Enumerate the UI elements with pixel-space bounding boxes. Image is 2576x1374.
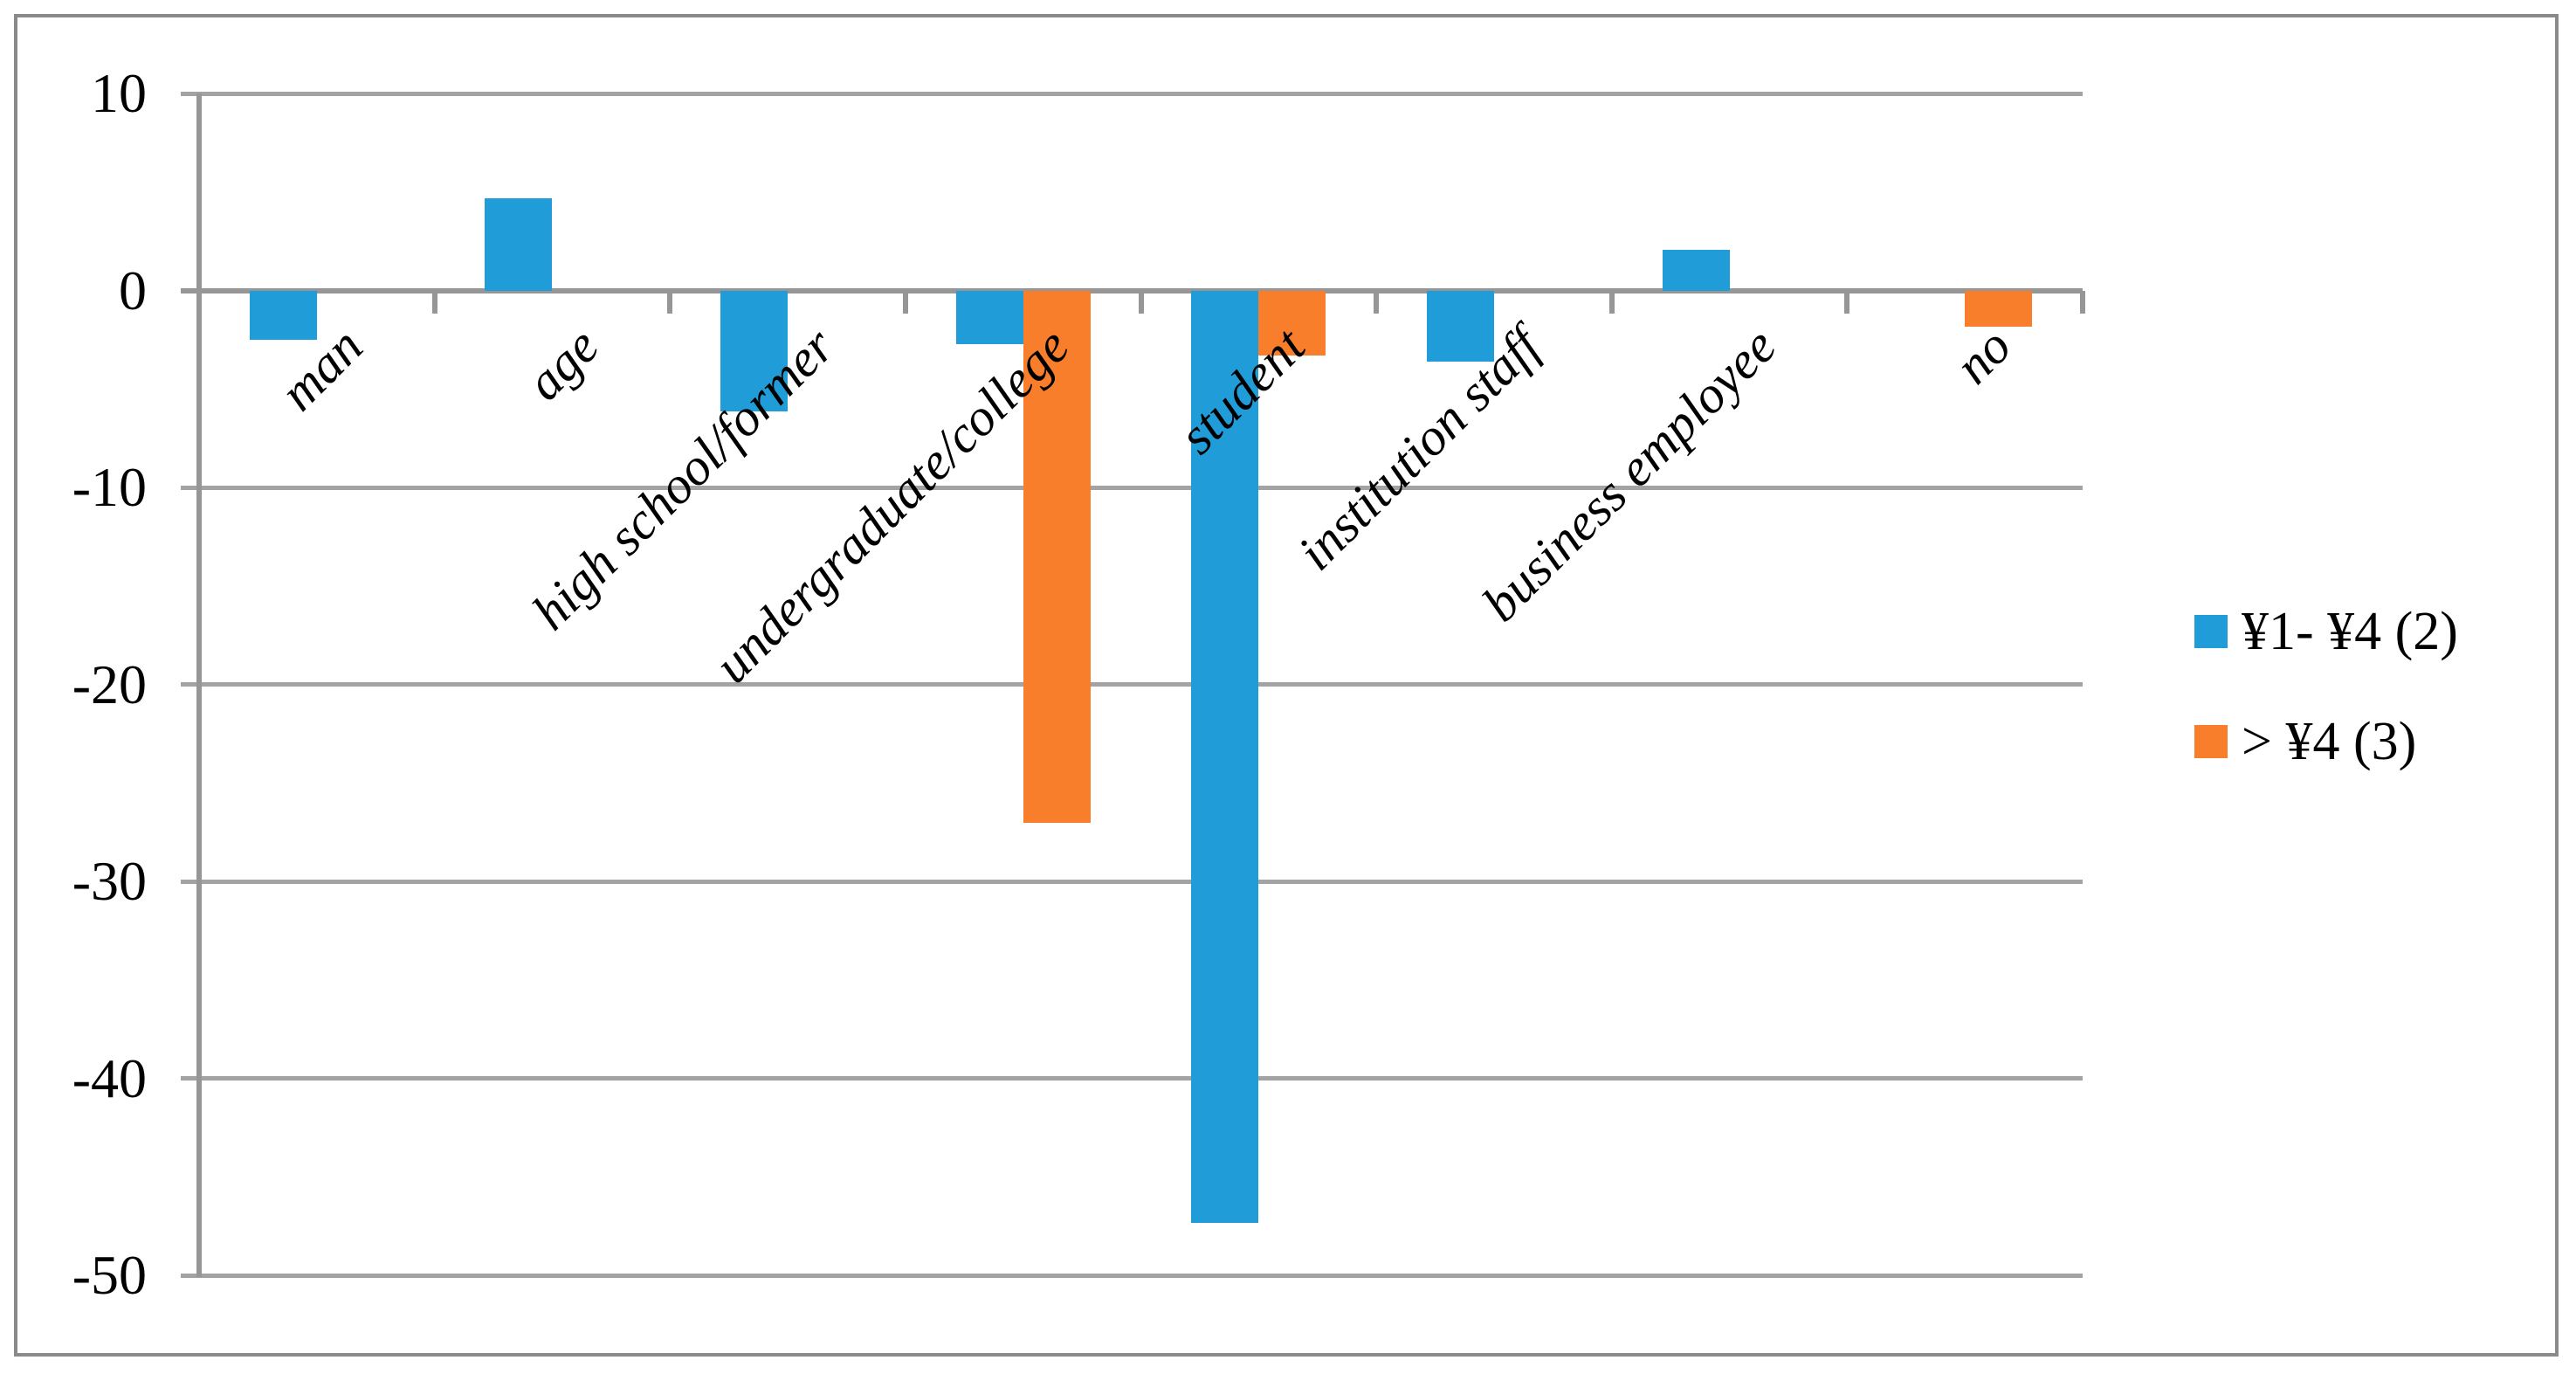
- legend-label: > ¥4 (3): [2242, 712, 2417, 771]
- y-gridline: [181, 485, 2083, 490]
- category-axis-tick: [1608, 291, 1615, 314]
- bar-series1-high-school-former: [720, 291, 789, 411]
- category-axis-tick: [902, 291, 908, 314]
- y-gridline: [181, 1273, 2083, 1278]
- y-gridline: [181, 879, 2083, 884]
- category-axis-tick: [1374, 291, 1380, 314]
- y-axis-tick-label: -10: [72, 456, 147, 518]
- bar-series1-student: [1191, 291, 1259, 1223]
- x-axis-line: [181, 288, 2083, 293]
- y-gridline: [181, 682, 2083, 687]
- bar-series1-man: [249, 291, 317, 341]
- y-gridline: [181, 1076, 2083, 1081]
- bar-series1-age: [485, 198, 553, 291]
- bar-series2-no: [1965, 291, 2033, 327]
- y-axis-tick-label: 0: [119, 259, 147, 321]
- y-axis-tick-label: -30: [72, 850, 147, 912]
- legend-swatch-series2: [2194, 725, 2228, 758]
- bar-series1-institution-staff: [1426, 291, 1494, 362]
- y-axis-tick-label: 10: [91, 62, 147, 124]
- bar-series1-undergraduate-college: [955, 291, 1023, 344]
- y-gridline: [181, 91, 2083, 96]
- legend-item: > ¥4 (3): [2194, 708, 2416, 776]
- category-axis-tick: [2080, 291, 2085, 314]
- legend-item: ¥1- ¥4 (2): [2194, 597, 2458, 666]
- legend-swatch-series1: [2194, 615, 2228, 648]
- bar-series2-undergraduate-college: [1023, 291, 1091, 823]
- legend-label: ¥1- ¥4 (2): [2242, 602, 2458, 661]
- y-axis-tick-label: -20: [72, 652, 147, 715]
- category-axis-tick: [1138, 291, 1144, 314]
- bar-series2-student: [1258, 291, 1326, 356]
- category-axis-tick: [1844, 291, 1850, 314]
- y-axis-tick-label: -50: [72, 1244, 147, 1306]
- category-axis-tick: [667, 291, 673, 314]
- y-axis-line: [196, 93, 202, 1277]
- bar-series1-business-employee: [1662, 249, 1730, 291]
- y-axis-tick-label: -40: [72, 1046, 147, 1109]
- category-axis-tick: [431, 291, 437, 314]
